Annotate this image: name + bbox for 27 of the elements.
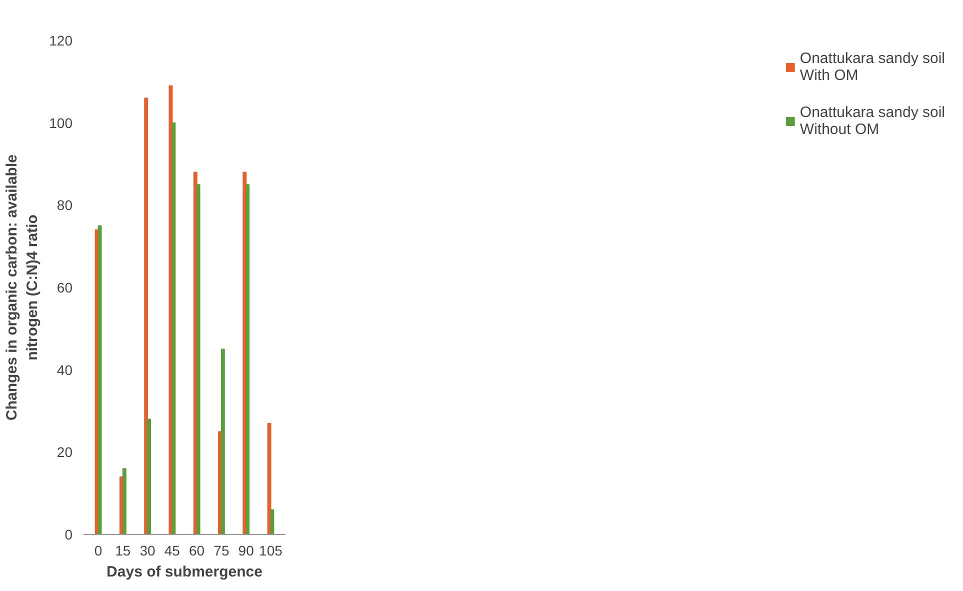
x-tick-label: 105 [259, 542, 283, 558]
y-tick-label: 80 [56, 197, 73, 214]
bar [220, 348, 225, 534]
y-tick-label: 20 [56, 444, 73, 460]
bar [172, 122, 176, 534]
bar [147, 418, 152, 534]
x-tick-label: 45 [164, 542, 180, 558]
x-tick-label: 30 [140, 542, 156, 558]
bar [270, 509, 274, 534]
x-tick-label: 60 [189, 542, 205, 558]
y-tick-label: 0 [64, 526, 73, 542]
legend-label: Onattukara sandy soil With OM [800, 50, 945, 84]
bar [122, 468, 126, 534]
bar [144, 98, 148, 534]
bar [196, 184, 200, 534]
x-tick-label: 75 [214, 542, 230, 558]
x-tick-label: 90 [238, 542, 254, 558]
x-tick-label: 0 [94, 542, 102, 558]
y-tick-label: 60 [56, 280, 73, 296]
y-tick-label: 120 [49, 32, 73, 48]
x-axis-title: Days of submergence [106, 564, 262, 580]
legend-label: Onattukara sandy soil Without OM [800, 104, 945, 138]
y-tick-label: 40 [56, 362, 73, 378]
y-tick-label: 100 [49, 114, 73, 131]
bar [246, 184, 250, 534]
y-axis-title: Changes in organic carbon: available nitrogen (C:N)4 ratio [4, 154, 42, 420]
x-tick-label: 15 [115, 542, 131, 558]
